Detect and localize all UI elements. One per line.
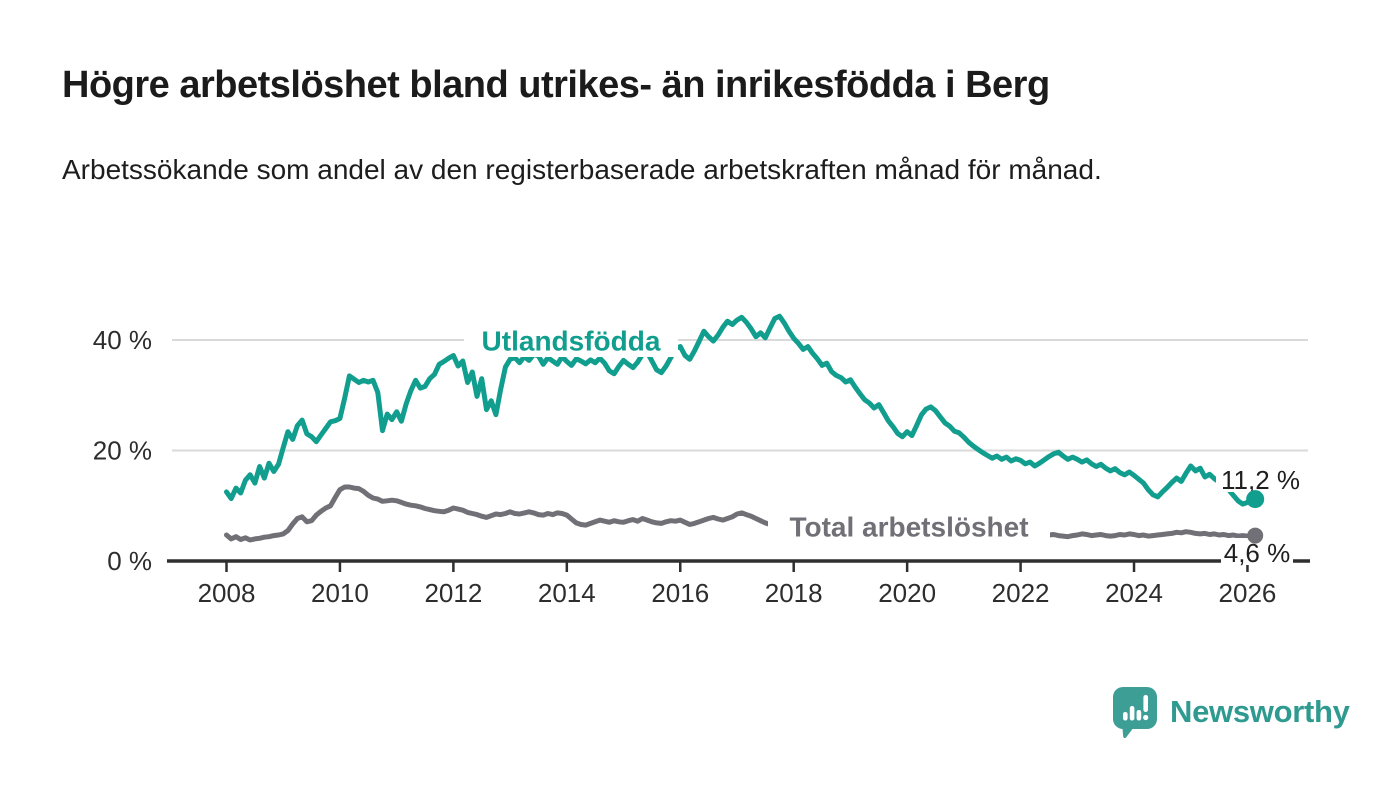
- x-tick-label-2018: 2018: [765, 578, 823, 608]
- series-label-halo: [768, 507, 1050, 545]
- x-tick-label-2022: 2022: [992, 578, 1050, 608]
- end-value-label-utlandsfodda: 11,2 %: [1221, 465, 1300, 495]
- y-tick-label-40: 40 %: [93, 325, 152, 355]
- x-tick-label-2020: 2020: [878, 578, 936, 608]
- value-label-halo: [1216, 465, 1302, 492]
- x-tick-label-2016: 2016: [651, 578, 709, 608]
- x-tick-label-2008: 2008: [198, 578, 256, 608]
- x-tick-label-2026: 2026: [1219, 578, 1277, 608]
- series-line-total: [224, 484, 1255, 543]
- x-tick-label-2024: 2024: [1105, 578, 1163, 608]
- newsworthy-wordmark: Newsworthy: [1170, 694, 1350, 729]
- newsworthy-bubble-icon: [1112, 687, 1157, 738]
- chart-subtitle: Arbetssökande som andel av den registerb…: [62, 154, 1102, 185]
- series-label-halo: [464, 323, 678, 357]
- chart-title: Högre arbetslöshet bland utrikes- än inr…: [62, 64, 1050, 106]
- end-dot-utlandsfodda: [1246, 490, 1265, 509]
- x-tick-label-2014: 2014: [538, 578, 596, 608]
- series-label-total: Total arbetslöshet: [789, 512, 1028, 543]
- y-tick-label-20: 20 %: [93, 436, 152, 466]
- y-tick-label-0: 0 %: [107, 546, 152, 576]
- series-line-utlandsfodda: [224, 313, 1255, 507]
- series-label-utlandsfodda: Utlandsfödda: [482, 326, 661, 357]
- x-tick-label-2012: 2012: [424, 578, 482, 608]
- x-tick-label-2010: 2010: [311, 578, 369, 608]
- newsworthy-logo[interactable]: Newsworthy: [1112, 686, 1350, 738]
- end-dot-total: [1247, 527, 1264, 544]
